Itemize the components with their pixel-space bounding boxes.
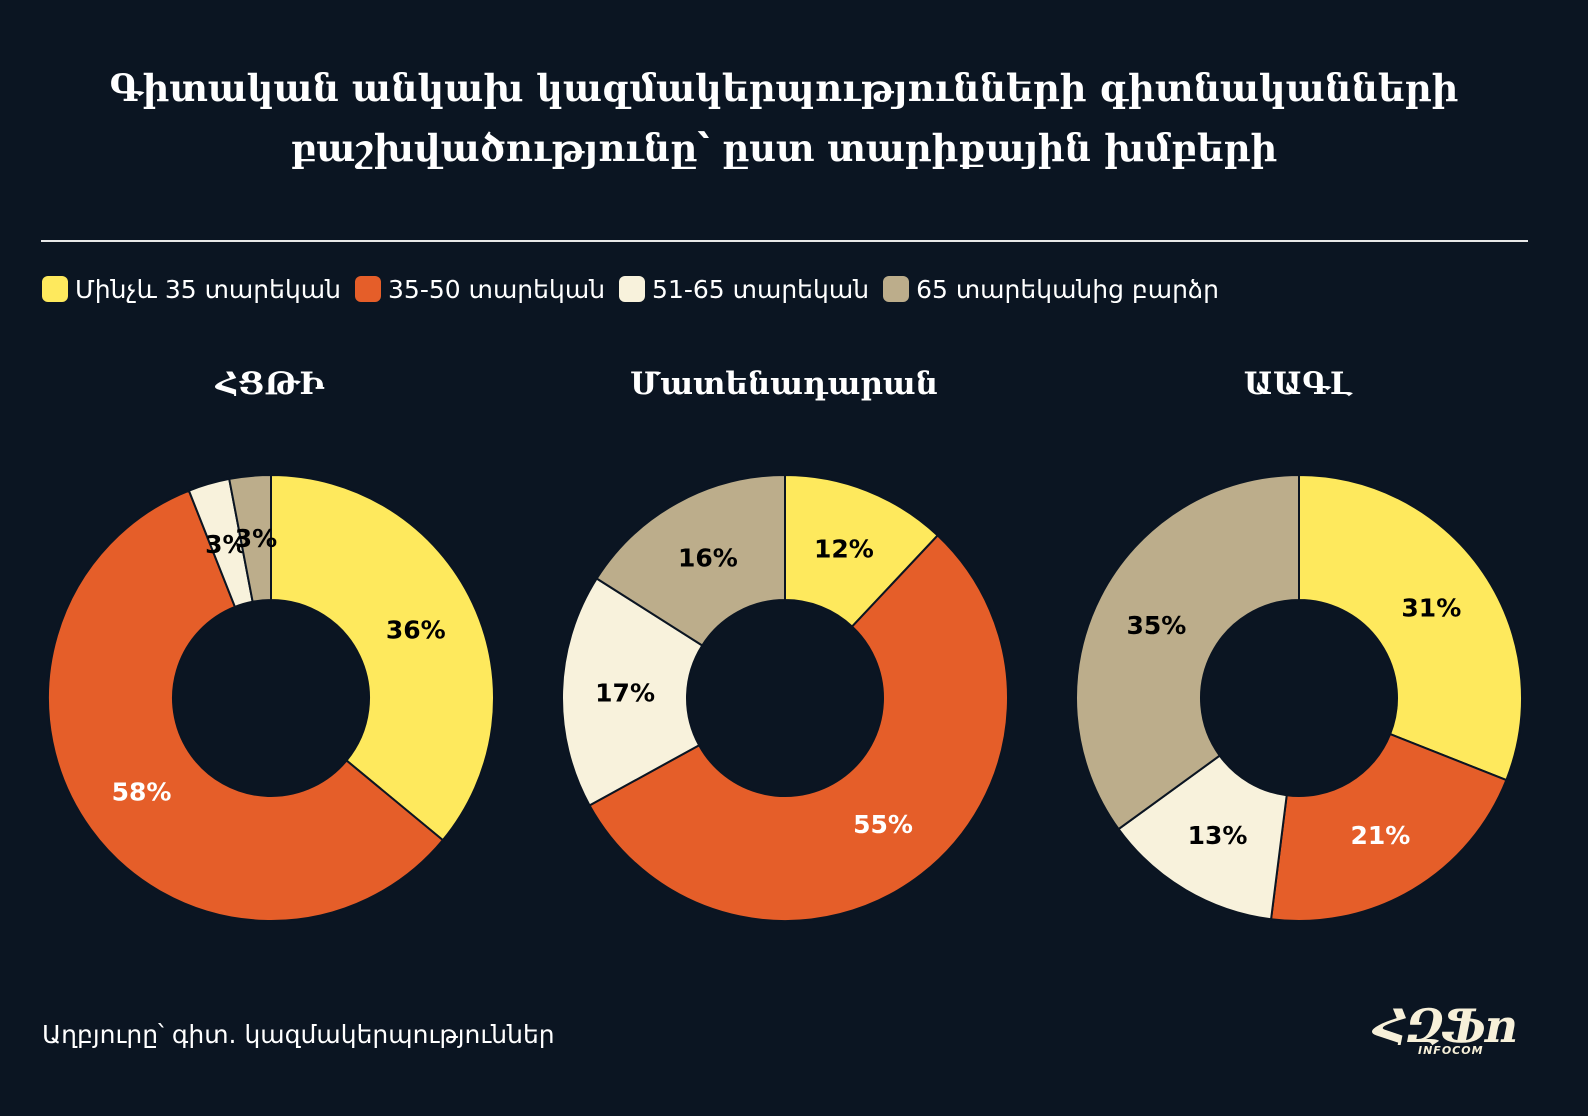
legend-label: 51-65 տարեկան <box>652 274 870 304</box>
donut-2-slice-35-50 <box>588 534 1009 922</box>
legend-swatch <box>42 276 68 302</box>
donut-2-label-51-65: 17% <box>595 678 655 707</box>
logo-mark: ՀԶՖո <box>1374 999 1518 1053</box>
donut-1-label-under-35: 36% <box>386 615 446 644</box>
legend-swatch <box>883 276 910 302</box>
donut-3-slice-over-65 <box>1075 473 1300 831</box>
donut-1-slice-under-35 <box>270 473 495 842</box>
donut-3-label-35-50: 21% <box>1351 821 1411 850</box>
legend-swatch <box>619 276 646 302</box>
donut-2-label-over-65: 16% <box>678 543 738 572</box>
donut-3-slice-35-50 <box>1269 732 1508 922</box>
donut-3-label-under-35: 31% <box>1401 594 1461 623</box>
divider <box>41 240 1528 242</box>
donut-1-slice-over-65 <box>228 473 272 603</box>
donut-2-slice-under-35 <box>784 473 940 628</box>
donut-1-label-35-50: 58% <box>112 778 172 807</box>
legend: Մինչև 35 տարեկան 35-50 տարեկան 51-65 տար… <box>42 274 1233 304</box>
legend-label: 35-50 տարեկան <box>388 274 606 304</box>
donut-3-slice-51-65 <box>1117 754 1288 921</box>
donut-title-2: Մատենադարան <box>630 366 938 402</box>
legend-item-51-65: 51-65 տարեկան <box>619 275 869 304</box>
donut-3-label-over-65: 35% <box>1127 611 1187 640</box>
donut-3-slice-under-35 <box>1298 473 1523 782</box>
donut-title-3: ԱԱԳԼ <box>1243 366 1353 402</box>
donut-title-1: ՀՑԹԻ <box>215 366 325 402</box>
infocom-logo: ՀԶՖո INFOCOM <box>1372 999 1530 1060</box>
legend-label: 65 տարեկանից բարձր <box>916 274 1219 304</box>
legend-item-over-65: 65 տարեկանից բարձր <box>883 275 1219 304</box>
source-note: Աղբյուրը՝ գիտ. կազմակերպություններ <box>42 1020 555 1049</box>
donut-2-slice-51-65 <box>561 577 704 807</box>
legend-item-under-35: Մինչև 35 տարեկան <box>42 275 341 304</box>
donut-3-label-51-65: 13% <box>1188 821 1248 850</box>
donut-2-label-under-35: 12% <box>814 535 874 564</box>
donut-2-slice-over-65 <box>595 473 786 647</box>
donut-1-label-over-65: 3% <box>235 524 277 553</box>
logo-sub: INFOCOM <box>1418 1044 1484 1057</box>
donut-1-slice-35-50 <box>47 489 445 922</box>
title-line-1: Գիտական անկախ կազմակերպությունների գիտնա… <box>109 66 1459 110</box>
legend-item-35-50: 35-50 տարեկան <box>355 275 605 304</box>
legend-label: Մինչև 35 տարեկան <box>75 274 342 304</box>
chart-title-block: Գիտական անկախ կազմակերպությունների գիտնա… <box>40 58 1528 178</box>
title-line-2: բաշխվածությունը՝ ըստ տարիքային խմբերի <box>290 126 1278 170</box>
donut-2-label-35-50: 55% <box>853 810 913 839</box>
legend-swatch <box>355 276 382 302</box>
